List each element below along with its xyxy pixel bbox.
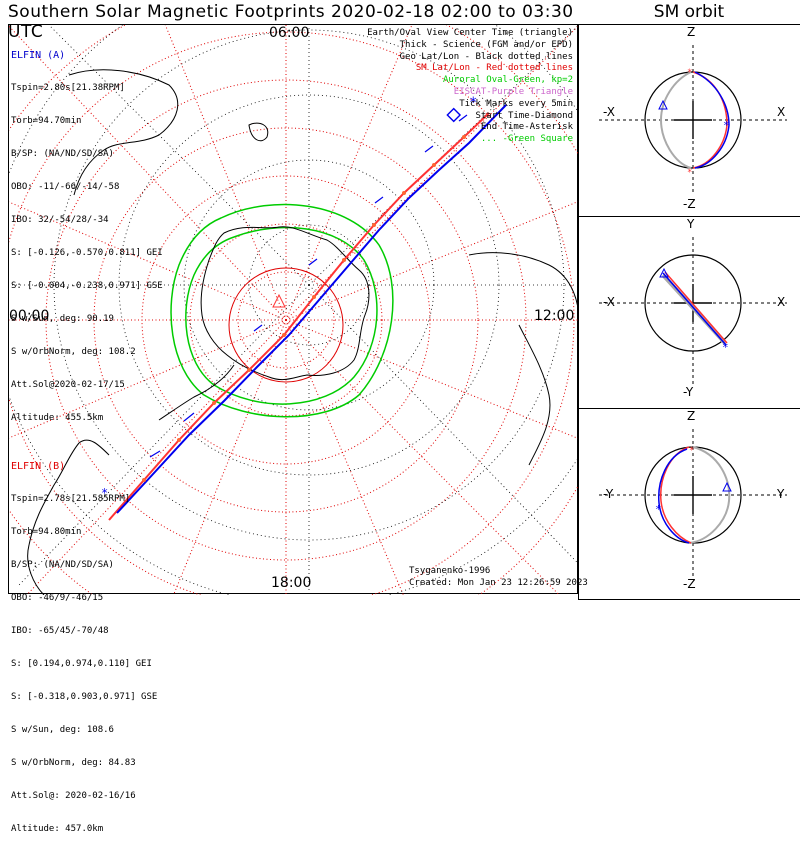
elfin-a-line: B/SP: (NA/ND/SD/SA) [11, 149, 114, 159]
new-zealand-coastline [518, 324, 551, 466]
view-center-triangle [272, 293, 286, 308]
elfin-a-line: Tspin=2.80s[21.38RPM] [11, 83, 125, 93]
footer-created: Created: Mon Jan 23 12:26:59 2023 [409, 578, 588, 588]
svg-text:*: * [687, 68, 692, 78]
elfin-a-end-asterisk: * [101, 486, 108, 500]
legend-entry: Earth/Oval View Center Time (triangle) [367, 28, 573, 38]
elfin-b-info: ELFIN (B) Tspin=2.78s[21.585RPM] Torb=94… [11, 439, 157, 857]
axis-label-bottom: -Y [683, 385, 694, 399]
axis-label-top: Z [687, 409, 696, 423]
elfin-b-line: S w/OrbNorm, deg: 84.83 [11, 758, 136, 768]
legend-entry: Tick Marks every 5min [459, 98, 573, 109]
axis-label-top: Y [687, 217, 695, 231]
sm-orbit-xz-svg: * * * [599, 45, 787, 195]
elfin-a-start-diamond [446, 107, 462, 123]
mlt-label-right: 12:00 [534, 308, 575, 324]
elfin-b-line: S w/Sun, deg: 108.6 [11, 725, 114, 735]
elfin-b-line: IBO: -65/45/-70/48 [11, 626, 109, 636]
svg-text:*: * [723, 119, 730, 132]
sm-orbit-title: SM orbit [653, 2, 725, 22]
sm-orbit-panel-yz: * * Z -Z -Y Y [578, 408, 800, 600]
geo-latlon-grid [9, 25, 579, 595]
auroral-oval-outer [170, 203, 394, 418]
elfin-b-line: Tspin=2.78s[21.585RPM] [11, 494, 131, 504]
elfin-a-line: S w/Sun, deg: 90.19 [11, 314, 114, 324]
svg-text:*: * [722, 341, 729, 354]
legend-entry: ... -Green Square [480, 134, 573, 145]
antarctica-coastline [200, 226, 370, 381]
svg-text:*: * [655, 503, 662, 516]
elfin-a-line: OBO: -11/-66/-14/-58 [11, 182, 120, 192]
elfin-b-line: Altitude: 457.0km [11, 824, 104, 834]
legend-entry: Auroral Oval-Green, kp=2 [442, 75, 573, 86]
axis-label-right: X [777, 105, 786, 119]
mlt-label-top: 06:00 [269, 25, 310, 41]
elfin-a-line: Att.Sol@2020-02-17/15 [11, 380, 125, 390]
elfin-a-line: Torb=94.70min [11, 116, 82, 126]
elfin-a-line: S: [-0.004,-0.238,0.971] GSE [11, 281, 163, 291]
elfin-b-line: S: [0.194,0.974,0.110] GEI [11, 659, 152, 669]
elfin-a-line: S w/OrbNorm, deg: 108.2 [11, 347, 136, 357]
axis-label-bottom: -Z [683, 577, 696, 591]
axis-label-left: -Y [603, 487, 614, 501]
sm-orbit-xy-svg: * [599, 237, 787, 387]
plot-title: Southern Solar Magnetic Footprints 2020-… [8, 2, 574, 42]
axis-label-bottom: -Z [683, 197, 696, 211]
elfin-b-tick-marks [142, 135, 466, 482]
mlt-label-bottom: 18:00 [271, 575, 312, 591]
axis-label-left: -X [603, 105, 615, 119]
sm-longitude-grid [9, 25, 579, 595]
elfin-b-line: Att.Sol@: 2020-02-16/16 [11, 791, 136, 801]
africa-coastline [68, 69, 179, 196]
australia-coastline [468, 252, 579, 316]
elfin-a-end-marker: * [469, 95, 477, 111]
axis-label-right: Y [777, 487, 785, 501]
legend-entry: Start Time-Diamond [475, 110, 573, 121]
svg-text:*: * [689, 446, 694, 456]
polar-map-svg: * * [9, 25, 579, 595]
elfin-b-line: B/SP: (NA/ND/SD/SA) [11, 560, 114, 570]
elfin-b-line: OBO: -46/9/-46/15 [11, 593, 104, 603]
elfin-a-tick-marks [149, 114, 468, 458]
sm-orbit-panel-xy: * Y -Y -X X [578, 216, 800, 408]
legend-entry: Thick - Science (FGM and/or EPD) [399, 39, 573, 50]
legend: Earth/Oval View Center Time (triangle) T… [367, 28, 573, 146]
south-america-coastline [27, 439, 110, 595]
footer-author: Tsyganenko-1996 [409, 566, 491, 576]
elfin-a-line: S: [-0.126,-0.570,0.811] GEI [11, 248, 163, 258]
sm-pole-circle [228, 267, 344, 383]
legend-entry: End Time-Asterisk [480, 122, 573, 133]
mlt-label-left: 00:00 [9, 308, 50, 324]
island-outline [248, 122, 269, 142]
antarctic-peninsula [158, 364, 235, 421]
elfin-b-line: S: [-0.318,0.903,0.971] GSE [11, 692, 158, 702]
elfin-a-line: IBO: 32/-54/28/-34 [11, 215, 109, 225]
svg-text:*: * [687, 168, 692, 178]
sm-orbit-yz-svg: * * [599, 429, 787, 579]
axis-label-top: Z [687, 25, 696, 39]
sm-orbit-panel-xz: * * * Z -Z -X X [578, 24, 800, 216]
axis-label-left: -X [603, 295, 615, 309]
elfin-b-name: ELFIN (B) [11, 461, 66, 472]
polar-footprint-plot: * * 06:00 00:00 12:00 18:00 Earth/Oval V… [8, 24, 588, 834]
elfin-a-info: ELFIN (A) Tspin=2.80s[21.38RPM] Torb=94.… [11, 28, 163, 446]
elfin-b-line: Torb=94.80min [11, 527, 82, 537]
legend-entry: SM Lat/Lon - Red dotted lines [415, 63, 573, 74]
elfin-a-track [116, 104, 507, 514]
auroral-oval-inner [185, 226, 378, 405]
elfin-a-name: ELFIN (A) [11, 50, 66, 61]
legend-entry: Geo Lat/Lon - Black dotted lines [399, 51, 573, 62]
axis-label-right: X [777, 295, 786, 309]
elfin-a-line: Altitude: 455.5km [11, 413, 104, 423]
legend-entry: EISCAT-Purple Triangle [453, 86, 573, 97]
